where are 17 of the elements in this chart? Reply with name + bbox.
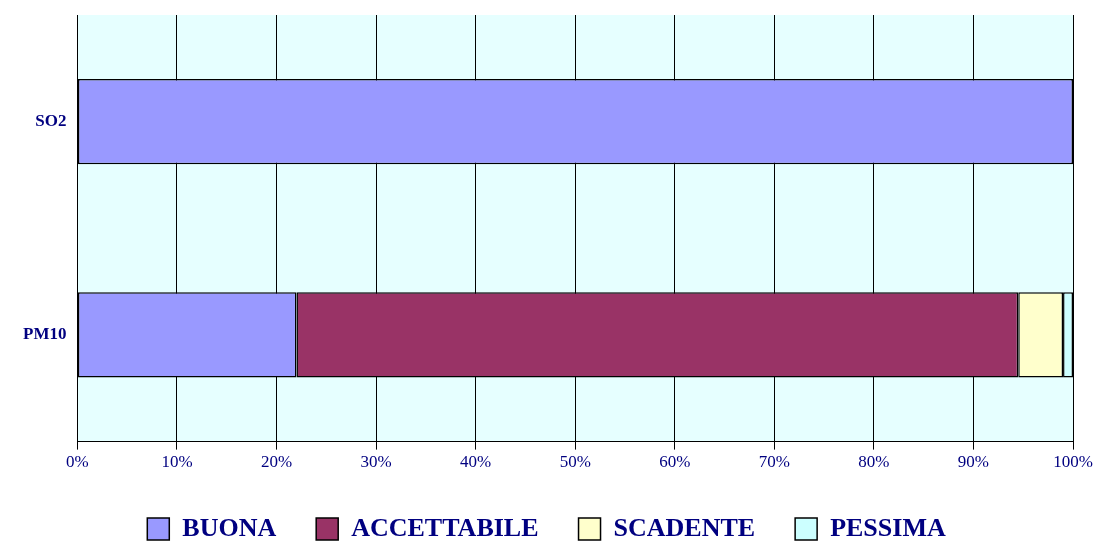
legend-label: ACCETTABILE	[351, 512, 539, 542]
x-tick-label: 60%	[659, 452, 691, 472]
legend-label: BUONA	[182, 512, 277, 542]
x-tick-label: 100%	[1053, 452, 1093, 472]
x-tick-label: 20%	[260, 452, 293, 472]
legend-label: SCADENTE	[613, 512, 756, 542]
x-tick-label: 0%	[66, 452, 89, 472]
x-tick-label: 50%	[559, 452, 591, 472]
x-tick-label: 30%	[360, 452, 392, 472]
x-tick-label: 70%	[758, 452, 790, 472]
x-tick-label: 90%	[957, 452, 990, 472]
y-tick-label: SO2	[35, 111, 67, 131]
x-tick-label: 40%	[460, 452, 492, 472]
legend-label: PESSIMA	[830, 512, 946, 542]
x-tick-label: 10%	[161, 452, 193, 472]
y-tick-label: PM10	[22, 324, 67, 344]
x-tick-label: 80%	[858, 452, 890, 472]
